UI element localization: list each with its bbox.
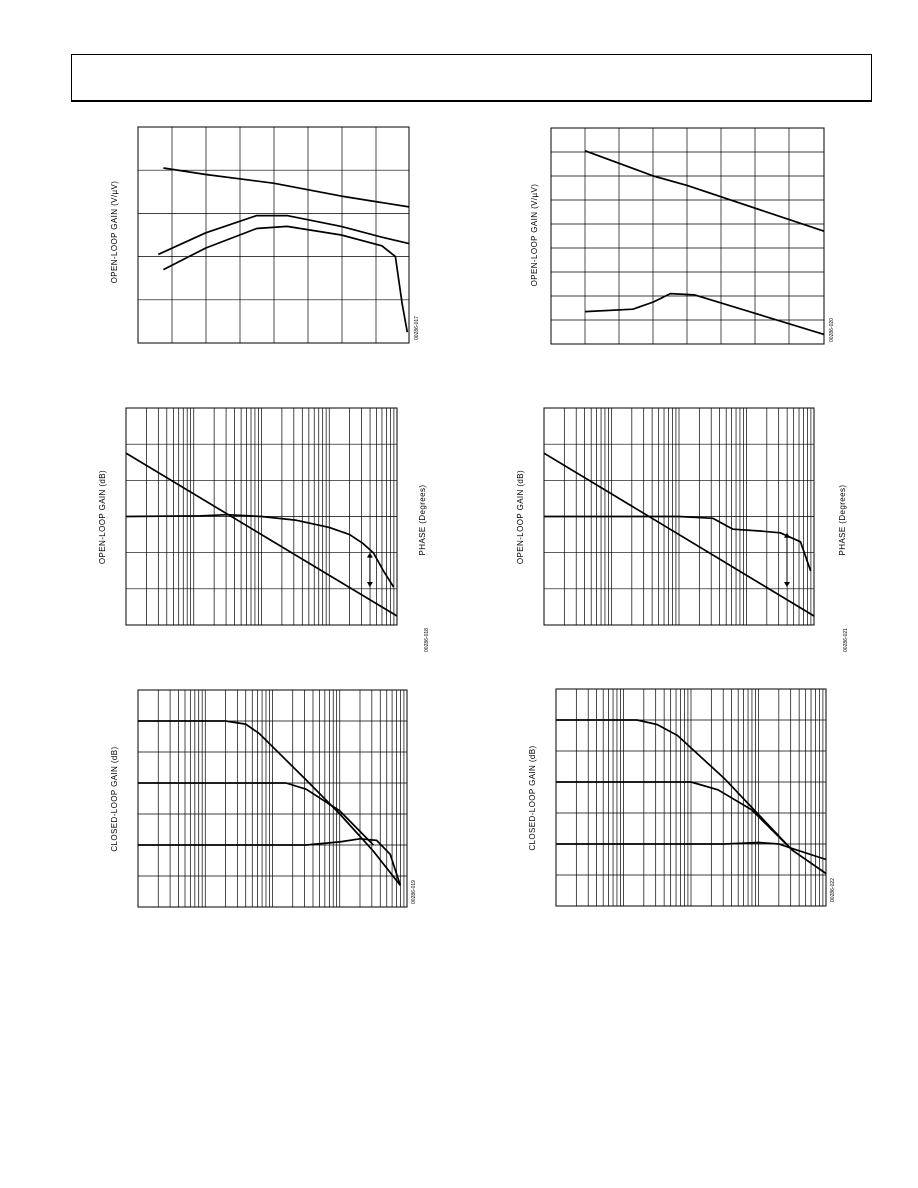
series-line-1 <box>138 720 401 886</box>
arrowhead-up <box>784 532 790 538</box>
series-line-3 <box>556 841 827 861</box>
chart-fig-e: CLOSED-LOOP GAIN (dB) 00286-019 <box>110 689 417 908</box>
chart-fig-a: OPEN-LOOP GAIN (V/µV) 00286-017 <box>110 126 420 344</box>
plot-frame <box>550 127 825 345</box>
figure-code: 00286-019 <box>411 880 417 904</box>
y2-axis-label: PHASE (Degrees) <box>418 485 427 556</box>
series-line-2 <box>556 781 793 851</box>
arrowhead-down <box>784 582 790 588</box>
series-line-3 <box>163 225 409 333</box>
arrowhead-down <box>366 582 373 588</box>
series-line-1 <box>125 452 398 617</box>
series-line-2 <box>138 782 375 846</box>
figure-code: 00286-018 <box>424 628 430 652</box>
chart-fig-f: CLOSED-LOOP GAIN (dB) 00286-022 <box>528 688 836 907</box>
series-line-2 <box>157 214 410 256</box>
series-line-1 <box>584 150 825 233</box>
plot-frame <box>137 126 410 344</box>
series-line-3 <box>138 837 402 886</box>
y-axis-label: CLOSED-LOOP GAIN (dB) <box>528 745 537 850</box>
page-header-box <box>71 54 872 102</box>
figure-code: 00286-017 <box>414 316 420 340</box>
series-line-2 <box>544 515 812 572</box>
series-line-2 <box>585 292 825 336</box>
y-axis-label: OPEN-LOOP GAIN (V/µV) <box>530 184 539 287</box>
grid-fig-e <box>137 689 408 908</box>
plot-frame <box>137 689 408 908</box>
plot-frame <box>555 688 827 907</box>
arrowhead-up <box>366 552 373 558</box>
y-axis-label: OPEN-LOOP GAIN (dB) <box>516 470 525 564</box>
figure-code: 00286-022 <box>830 878 836 902</box>
chart-fig-c: OPEN-LOOP GAIN (dB) PHASE (Degrees) 00286-… <box>98 407 430 652</box>
chart-fig-d: OPEN-LOOP GAIN (dB) PHASE (Degrees) 00286-… <box>516 407 849 652</box>
y-axis-label: OPEN-LOOP GAIN (dB) <box>98 470 107 564</box>
y-axis-label: CLOSED-LOOP GAIN (dB) <box>110 746 119 851</box>
y2-axis-label: PHASE (Degrees) <box>838 485 847 556</box>
figure-code: 00286-021 <box>843 628 849 652</box>
series-line-1 <box>543 452 815 617</box>
series-line-1 <box>163 167 410 208</box>
series-line-2 <box>125 513 395 588</box>
grid-fig-a <box>137 126 410 344</box>
grid-fig-f <box>555 688 827 907</box>
y-axis-label: OPEN-LOOP GAIN (V/µV) <box>110 181 119 284</box>
chart-fig-b: OPEN-LOOP GAIN (V/µV) 00286-020 <box>530 127 835 345</box>
figure-code: 00286-020 <box>829 318 835 342</box>
